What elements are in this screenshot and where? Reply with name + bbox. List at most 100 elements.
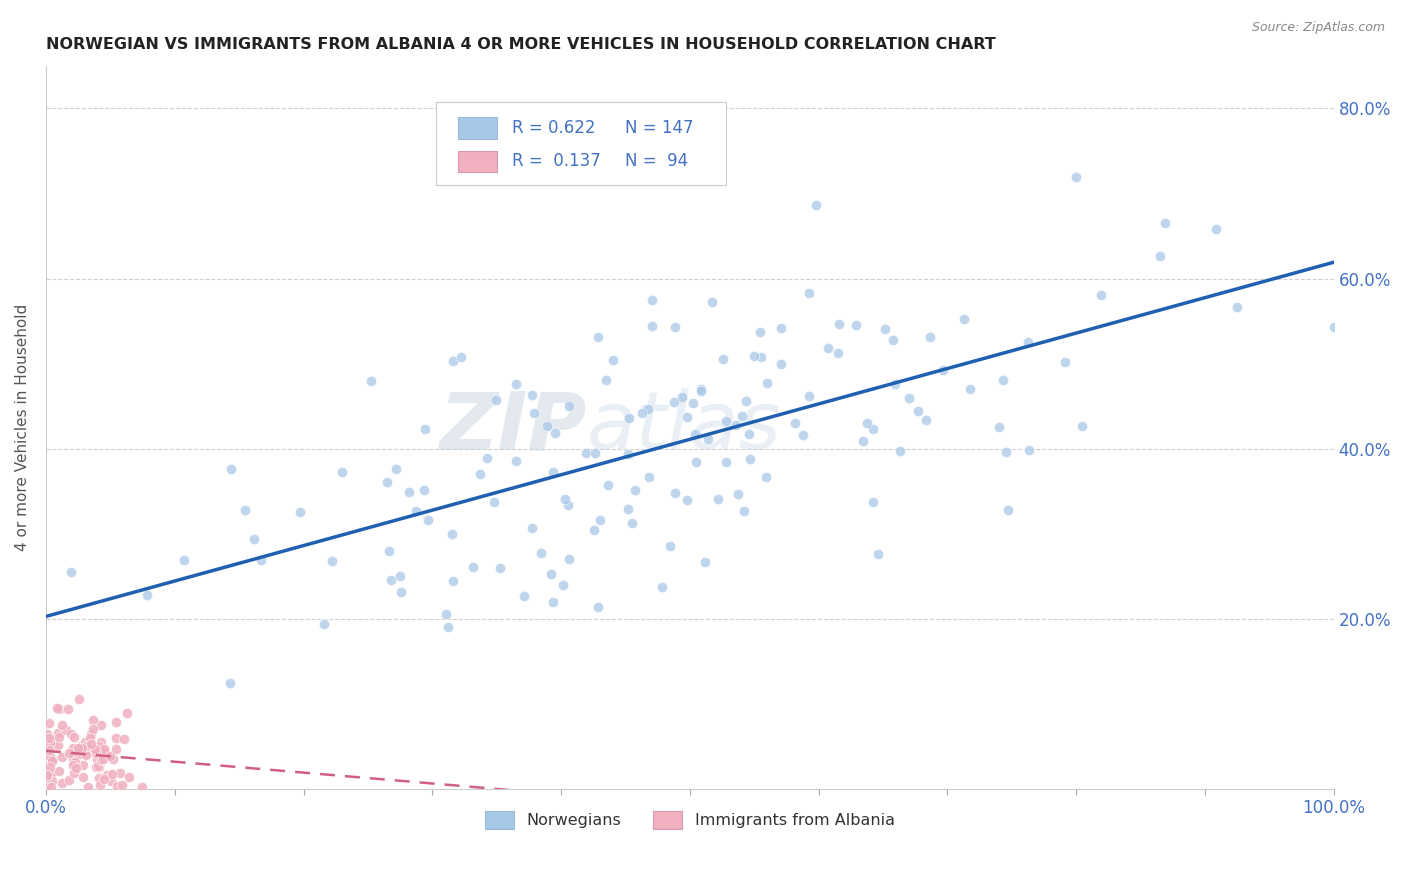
Point (98, 748, 121, 763)
Point (218, 676, 240, 690)
Point (676, 492, 699, 507)
Point (70, 741, 93, 756)
Point (66, 741, 89, 756)
Point (249, 553, 271, 567)
Point (418, 513, 440, 527)
Text: ZIP: ZIP (440, 388, 586, 467)
Point (734, 393, 756, 408)
Point (378, 544, 401, 558)
Point (118, 770, 141, 784)
Point (1018, 442, 1040, 457)
Point (817, 342, 839, 356)
Point (243, 532, 266, 546)
Point (51, 749, 73, 764)
Point (321, 554, 343, 568)
Point (80, 737, 103, 751)
Point (558, 400, 581, 414)
Point (664, 485, 686, 500)
Point (63, 759, 86, 773)
Point (100, 773, 122, 788)
Point (62, 745, 84, 759)
Point (769, 357, 792, 371)
Point (58, 772, 80, 787)
Point (783, 416, 806, 430)
Point (63, 730, 86, 744)
Point (1205, 222, 1227, 236)
Point (35, 770, 58, 784)
Point (727, 487, 749, 501)
Point (46, 701, 69, 715)
Point (596, 478, 619, 492)
Point (112, 732, 135, 747)
Point (689, 384, 711, 398)
Point (621, 516, 644, 530)
Point (94, 744, 117, 758)
Point (58, 746, 80, 760)
Point (108, 766, 131, 780)
Point (914, 413, 936, 427)
Point (437, 620, 460, 634)
Point (520, 521, 543, 535)
Point (536, 418, 558, 433)
Point (86, 746, 108, 760)
Point (73, 735, 96, 749)
Point (659, 539, 682, 553)
Point (288, 505, 311, 519)
Point (35, 774, 58, 789)
Point (173, 552, 195, 566)
Point (997, 502, 1019, 516)
Point (755, 470, 778, 484)
Text: Source: ZipAtlas.com: Source: ZipAtlas.com (1251, 21, 1385, 34)
Y-axis label: 4 or more Vehicles in Household: 4 or more Vehicles in Household (15, 304, 30, 551)
Point (75, 746, 97, 760)
Point (631, 406, 654, 420)
Text: atlas: atlas (586, 388, 782, 467)
Point (988, 420, 1011, 434)
Point (63, 755, 86, 769)
Point (41, 738, 63, 752)
Point (65, 761, 87, 775)
Point (740, 452, 762, 467)
Point (664, 320, 686, 334)
Point (105, 779, 128, 793)
Point (733, 504, 755, 518)
Point (897, 391, 920, 405)
Point (389, 584, 412, 599)
Point (530, 545, 553, 559)
Point (93, 743, 115, 757)
Point (35, 781, 58, 796)
Point (828, 317, 851, 331)
Text: R = 0.622: R = 0.622 (512, 120, 596, 137)
Point (48, 764, 70, 778)
Point (35, 727, 58, 741)
Point (388, 569, 411, 583)
Text: R =  0.137: R = 0.137 (512, 153, 600, 170)
Point (39, 780, 62, 795)
Point (884, 376, 907, 391)
Point (38, 735, 60, 749)
Point (111, 778, 134, 792)
Point (312, 616, 335, 631)
Point (994, 445, 1017, 459)
Point (827, 345, 849, 359)
Point (51, 718, 73, 732)
Point (671, 391, 693, 405)
Point (1017, 335, 1039, 350)
Point (105, 731, 128, 745)
Point (441, 574, 464, 589)
Point (89, 778, 111, 792)
Point (586, 330, 609, 344)
Point (131, 780, 153, 794)
Point (920, 330, 942, 344)
Point (676, 409, 699, 424)
Point (575, 446, 598, 460)
Point (683, 426, 706, 441)
Point (413, 422, 436, 436)
Point (724, 418, 747, 433)
Point (1090, 288, 1112, 302)
Point (90, 753, 112, 767)
Point (617, 447, 640, 461)
Point (907, 404, 929, 418)
Point (707, 492, 730, 507)
Point (731, 409, 754, 423)
